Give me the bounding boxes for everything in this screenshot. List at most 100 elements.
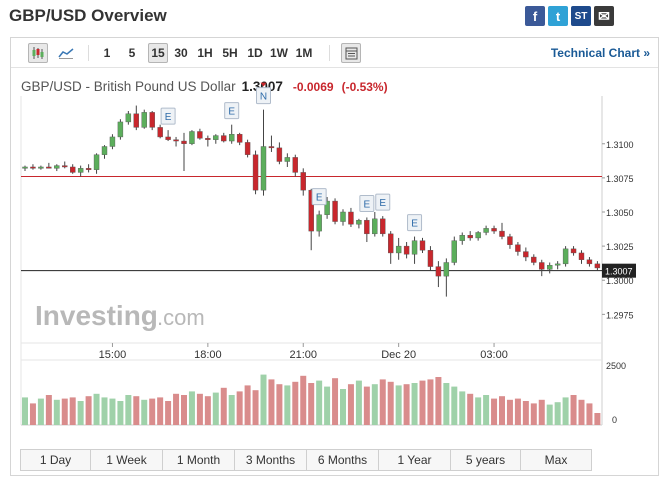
candle-body <box>157 127 163 138</box>
news-arrow-icon <box>260 82 267 87</box>
facebook-icon[interactable]: f <box>525 6 545 26</box>
candle-body <box>475 232 481 239</box>
price-change: -0.0069 <box>292 80 334 94</box>
volume-bar <box>324 386 331 425</box>
range-3-months[interactable]: 3 Months <box>235 450 307 470</box>
range-1-week[interactable]: 1 Week <box>91 450 163 470</box>
volume-bar <box>395 385 402 425</box>
volume-axis-label: 0 <box>612 415 617 425</box>
candle-body <box>395 245 402 254</box>
volume-bar <box>379 379 386 425</box>
email-icon[interactable]: ✉ <box>594 6 614 26</box>
volume-bar <box>403 384 410 425</box>
candlestick-chart-icon[interactable] <box>28 43 48 63</box>
candle-body <box>244 142 251 155</box>
range-1-month[interactable]: 1 Month <box>163 450 235 470</box>
candle-body <box>380 218 386 235</box>
volume-bar <box>292 381 299 425</box>
volume-bar <box>443 383 450 425</box>
volume-bar <box>435 377 442 425</box>
candle-body <box>570 248 577 254</box>
range-6-months[interactable]: 6 Months <box>307 450 379 470</box>
volume-bar <box>578 399 585 425</box>
candle-body <box>316 214 322 232</box>
candle-body <box>451 240 457 263</box>
volume-bar <box>117 401 124 425</box>
volume-bar <box>77 401 84 425</box>
event-marker <box>160 107 176 125</box>
chart-toolbar: 1 5 15 30 1H 5H 1D 1W 1M Technical Chart… <box>11 38 658 68</box>
interval-30[interactable]: 30 <box>174 46 188 60</box>
interval-1[interactable]: 1 <box>103 46 111 60</box>
volume-bar <box>109 398 116 425</box>
volume-bar <box>236 391 243 425</box>
chart-widget: 1 5 15 30 1H 5H 1D 1W 1M Technical Chart… <box>10 37 659 476</box>
candle-body <box>419 240 426 251</box>
volume-bar <box>475 397 482 425</box>
volume-bar <box>491 398 498 425</box>
volume-bar <box>411 383 418 425</box>
interval-5h[interactable]: 5H <box>222 46 238 60</box>
x-tick-label: Dec 20 <box>381 349 416 361</box>
candle-body <box>205 138 211 140</box>
candle-body <box>85 168 92 170</box>
range-selector: 1 Day 1 Week 1 Month 3 Months 6 Months 1… <box>20 449 592 471</box>
stocktwits-icon[interactable]: ST <box>571 6 591 26</box>
event-marker-label: N <box>260 92 267 103</box>
y-tick-label: 1.2975 <box>606 310 634 320</box>
event-marker <box>375 193 391 211</box>
instrument-name: GBP/USD - British Pound US Dollar <box>21 79 236 94</box>
toolbar-separator <box>88 45 89 61</box>
volume-bar <box>562 397 569 425</box>
event-marker-label: E <box>316 193 323 204</box>
volume-bar <box>204 396 211 425</box>
candle-body <box>292 157 298 173</box>
interval-1w[interactable]: 1W <box>270 46 288 60</box>
volume-bar <box>554 402 561 425</box>
volume-bar <box>570 395 577 425</box>
x-tick-label: 03:00 <box>480 349 508 361</box>
y-tick-label: 1.3000 <box>606 276 634 286</box>
interval-15[interactable]: 15 <box>148 43 168 63</box>
volume-bar <box>149 398 156 425</box>
candlestick-glyph <box>32 47 44 59</box>
toolbar-separator <box>329 45 330 61</box>
candle-body <box>260 146 267 191</box>
candle-body <box>523 251 529 258</box>
line-chart-icon[interactable] <box>55 43 77 63</box>
chart-settings-icon[interactable] <box>341 43 361 63</box>
y-tick-label: 1.3100 <box>606 140 634 150</box>
interval-1h[interactable]: 1H <box>197 46 213 60</box>
candle-body <box>308 189 314 232</box>
interval-1d[interactable]: 1D <box>247 46 263 60</box>
candle-body <box>173 139 179 142</box>
interval-5[interactable]: 5 <box>128 46 136 60</box>
range-1-year[interactable]: 1 Year <box>379 450 451 470</box>
candle-body <box>268 146 275 149</box>
volume-bar <box>101 397 108 425</box>
volume-bar <box>37 398 44 425</box>
range-max[interactable]: Max <box>521 450 591 470</box>
candle-body <box>38 166 44 169</box>
volume-bar <box>212 392 219 425</box>
volume-bar <box>157 397 164 425</box>
volume-bar <box>459 391 466 425</box>
volume-bar <box>340 389 346 425</box>
twitter-icon[interactable]: t <box>548 6 568 26</box>
volume-bar <box>260 374 267 425</box>
technical-chart-link[interactable]: Technical Chart » <box>550 46 650 60</box>
candle-body <box>117 121 124 138</box>
volume-bar <box>85 396 92 425</box>
last-price-badge <box>602 263 636 278</box>
volume-bar <box>133 396 140 425</box>
range-1-day[interactable]: 1 Day <box>21 450 91 470</box>
interval-1m[interactable]: 1M <box>295 46 313 60</box>
range-5-years[interactable]: 5 years <box>451 450 521 470</box>
volume-bar <box>220 387 227 425</box>
volume-bar <box>196 393 203 425</box>
candle-body <box>411 240 418 255</box>
price-chart[interactable]: 1.3100 1.3075 1.3050 1.3025 1.3000 1.2975 15:0… <box>11 38 658 443</box>
candle-body <box>77 168 84 173</box>
candle-body <box>554 263 561 266</box>
line-chart-glyph <box>58 48 74 59</box>
